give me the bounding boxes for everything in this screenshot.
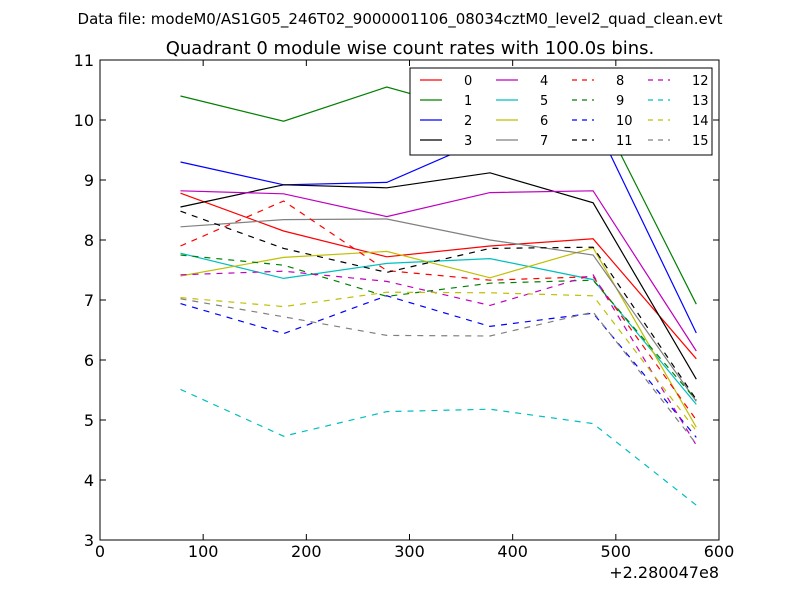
legend-box [409,67,713,156]
legend-label-0: 0 [464,74,472,89]
legend-label-14: 14 [692,114,709,129]
x-offset-label: +2.280047e8 [609,563,719,582]
x-tick-label: 0 [95,542,105,561]
series-line-4 [180,190,697,352]
x-tick-label: 100 [188,542,219,561]
series-line-9 [180,254,697,401]
y-tick-label: 3 [84,531,94,550]
x-tick-label: 200 [291,542,322,561]
legend-label-7: 7 [540,134,548,149]
legend-label-8: 8 [616,74,624,89]
legend-label-5: 5 [540,94,548,109]
series-line-11 [180,210,697,400]
x-tick-label: 500 [601,542,632,561]
legend-label-1: 1 [464,94,472,109]
series-line-0 [180,192,697,360]
series-line-6 [180,247,697,428]
series-line-3 [180,172,697,380]
legend-label-6: 6 [540,114,548,129]
legend-label-11: 11 [616,134,633,149]
legend-label-9: 9 [616,94,624,109]
legend-label-12: 12 [692,74,709,89]
plot-area [180,86,697,506]
legend-label-10: 10 [616,114,633,129]
y-tick-label: 10 [74,111,94,130]
series-line-13 [180,388,697,506]
series-line-15 [180,298,697,445]
y-tick-label: 8 [84,231,94,250]
series-line-7 [180,218,697,402]
y-tick-label: 6 [84,351,94,370]
chart-title: Quadrant 0 module wise count rates with … [166,38,655,59]
legend-label-3: 3 [464,134,472,149]
series-line-10 [180,295,697,438]
y-tick-label: 5 [84,411,94,430]
x-tick-label: 600 [704,542,735,561]
y-tick-label: 7 [84,291,94,310]
x-tick-label: 400 [497,542,528,561]
legend-label-2: 2 [464,114,472,129]
legend-label-15: 15 [692,134,709,149]
x-tick-label: 300 [394,542,425,561]
y-tick-label: 9 [84,171,94,190]
data-file-label: Data file: modeM0/AS1G05_246T02_90000011… [78,10,723,29]
legend-label-13: 13 [692,94,709,109]
y-tick-label: 4 [84,471,94,490]
series-line-14 [180,291,697,432]
legend-label-4: 4 [540,74,548,89]
y-tick-label: 11 [74,51,94,70]
series-line-12 [180,270,697,446]
